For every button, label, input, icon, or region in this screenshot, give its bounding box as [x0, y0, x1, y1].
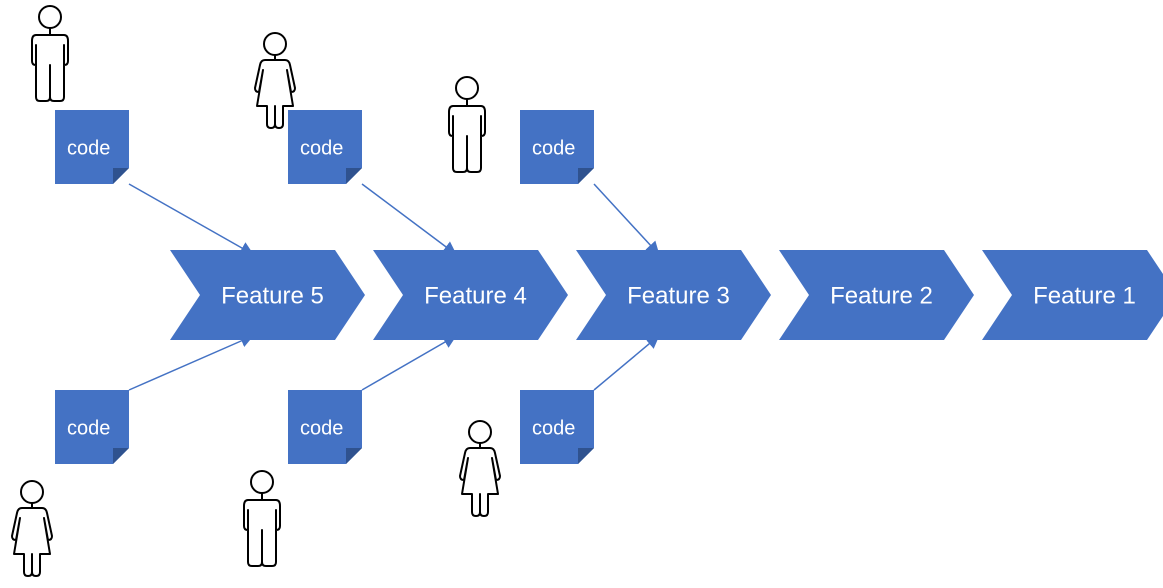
code-note-fold — [578, 168, 594, 184]
code-note-label: code — [300, 137, 343, 159]
code-note-label: code — [532, 137, 575, 159]
code-note-label: code — [67, 137, 110, 159]
person-woman-icon — [12, 481, 52, 576]
code-note-fold — [113, 168, 129, 184]
person-man-icon — [449, 77, 485, 172]
connector-arrow — [362, 184, 456, 254]
chevron-label: Feature 2 — [830, 282, 933, 309]
diagram-canvas: Feature 5 Feature 4 Feature 3 Feature 2 Feat… — [0, 0, 1163, 588]
connector-arrow — [594, 184, 659, 254]
person-man-icon — [244, 471, 280, 566]
code-note-fold — [113, 448, 129, 464]
code-note-label: code — [300, 417, 343, 439]
connector-arrow — [129, 184, 253, 254]
code-note-label: code — [67, 417, 110, 439]
person-woman-icon — [460, 421, 500, 516]
connector-arrow — [362, 336, 456, 390]
person-man-icon — [32, 6, 68, 101]
code-note-fold — [346, 448, 362, 464]
chevron-label: Feature 1 — [1033, 282, 1136, 309]
code-note-fold — [346, 168, 362, 184]
connector-arrow — [594, 336, 659, 390]
chevron-label: Feature 5 — [221, 282, 324, 309]
connector-arrow — [129, 336, 253, 390]
code-note-label: code — [532, 417, 575, 439]
chevron-label: Feature 3 — [627, 282, 730, 309]
code-note-fold — [578, 448, 594, 464]
chevron-label: Feature 4 — [424, 282, 527, 309]
